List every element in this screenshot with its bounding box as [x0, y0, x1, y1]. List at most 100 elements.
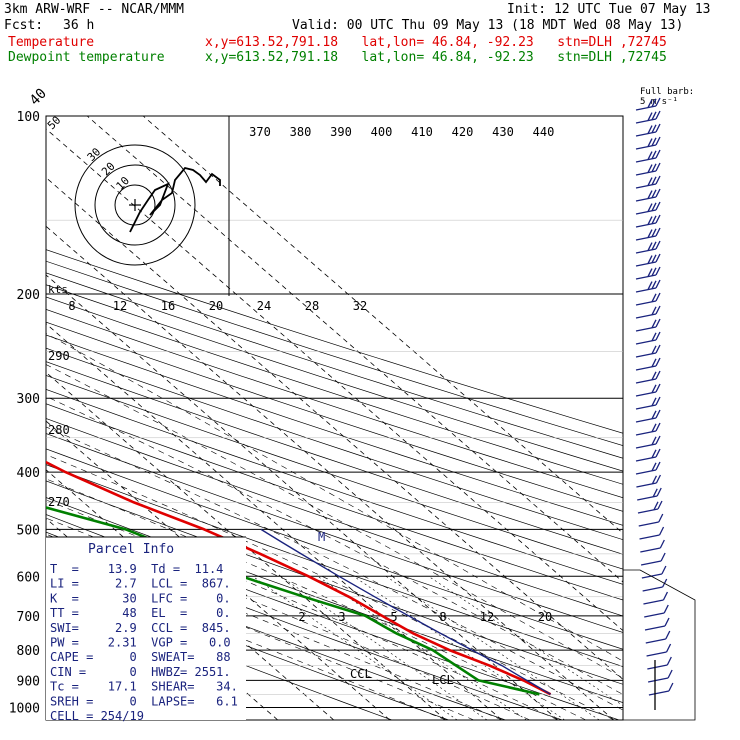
wind-barb — [651, 150, 657, 160]
wind-barb — [647, 151, 653, 160]
mixing-ratio-line — [428, 576, 623, 707]
wind-barb — [655, 97, 661, 107]
wind-barb — [655, 227, 661, 237]
parcel-info-row: CIN = 0 HWBZ= 2551. — [50, 665, 231, 679]
mixing-ratio-label: 12 — [480, 610, 494, 624]
wind-barb — [664, 617, 670, 627]
dewpoint-location: x,y=613.52,791.18 lat,lon= 46.84, -92.23… — [205, 50, 667, 65]
moist-adiabat-line — [46, 499, 558, 720]
wind-barb — [643, 599, 664, 605]
wind-barb — [651, 189, 657, 199]
wind-barb — [635, 313, 657, 319]
mixing-ratio-label: 8 — [439, 610, 446, 624]
wind-barb — [655, 188, 661, 198]
wind-barb — [656, 487, 662, 497]
dry-adiabat-line — [46, 464, 623, 667]
forecast-label: Fcst: — [4, 18, 44, 33]
wind-barb — [647, 138, 653, 147]
wind-scale-tick-label: 20 — [209, 299, 223, 313]
parcel-info-box: Parcel Info T = 13.9 Td = 11.4LI = 2.7 LC… — [46, 536, 246, 723]
dry-adiabat-line — [46, 272, 623, 459]
wind-barb — [655, 318, 661, 328]
isotherm-line — [86, 116, 623, 583]
mixing-ratio-line — [317, 576, 527, 720]
temperature-legend: Temperature — [8, 35, 95, 50]
wind-barb — [646, 651, 667, 657]
hodograph-ring — [94, 164, 176, 246]
wind-barb — [661, 565, 667, 575]
dry-adiabat-line — [46, 433, 623, 633]
hodograph-ring — [74, 144, 196, 266]
theta-e-label: 420 — [452, 125, 474, 139]
wind-barb — [651, 397, 657, 407]
wind-barb — [655, 409, 661, 419]
theta-e-label: 440 — [533, 125, 555, 139]
wind-barb — [666, 656, 672, 666]
theta-label: 280 — [48, 423, 70, 437]
isotherm-line — [46, 274, 559, 720]
mixing-ratio-label: 2 — [298, 610, 305, 624]
wind-barb — [635, 391, 657, 397]
wind-scale-tick-label: 24 — [257, 299, 271, 313]
mixing-ratio-line — [353, 576, 565, 720]
wind-barb — [651, 371, 657, 381]
pressure-tick-label: 400 — [17, 466, 40, 481]
wind-barb — [667, 669, 673, 679]
parcel-info-row: CELL = 254/19 — [50, 709, 144, 723]
wind-barb — [655, 201, 661, 211]
wind-barb — [652, 488, 658, 498]
wind-barb — [651, 462, 657, 472]
wind-barb — [655, 422, 661, 432]
hodograph-ring-label: 10 — [114, 174, 133, 193]
wind-barb — [651, 241, 657, 251]
wind-barb — [651, 254, 657, 264]
wind-barb — [651, 267, 657, 277]
dry-adiabat-line — [46, 284, 623, 472]
pressure-tick-label: 900 — [17, 674, 40, 689]
wind-barb — [635, 261, 657, 267]
dry-adiabat-line — [46, 334, 623, 526]
wind-barb — [636, 482, 657, 488]
pressure-tick-label: 600 — [17, 570, 40, 585]
wind-barb — [655, 435, 661, 445]
model-title: 3km ARW-WRF -- NCAR/MMM — [4, 2, 185, 17]
wind-barb — [655, 292, 661, 302]
dry-adiabat-line — [46, 296, 623, 485]
theta-e-label: 410 — [411, 125, 433, 139]
parcel-info-row: K = 30 LFC = 0. — [50, 591, 231, 605]
isotherm-label: 40 — [27, 86, 50, 109]
wind-barb — [658, 513, 664, 523]
wind-barb — [655, 344, 661, 354]
wind-barb — [651, 358, 657, 368]
theta-e-label: 390 — [330, 125, 352, 139]
dry-adiabat-line — [46, 448, 623, 650]
trace-annotation: CCL — [350, 667, 372, 681]
dry-adiabat-line — [46, 321, 623, 512]
parcel-info-title: Parcel Info — [88, 542, 174, 557]
wind-barb — [651, 475, 658, 485]
wind-barb — [635, 131, 657, 137]
temperature-location: x,y=613.52,791.18 lat,lon= 46.84, -92.23… — [205, 35, 667, 50]
wind-barb — [647, 164, 653, 173]
wind-barb — [635, 248, 657, 254]
parcel-info-row: CAPE = 0 SWEAT= 88 — [50, 650, 231, 664]
wind-barb — [647, 177, 653, 186]
wind-barb — [655, 279, 661, 289]
wind-barb — [635, 222, 657, 228]
wind-scale-tick-label: 12 — [113, 299, 127, 313]
wind-barb — [651, 280, 657, 290]
dry-adiabat-line — [46, 388, 623, 585]
wind-barb — [635, 196, 657, 202]
wind-barb — [665, 643, 672, 653]
isotherm-line — [46, 225, 615, 720]
parcel-info-row: TT = 48 EL = 0. — [50, 606, 231, 620]
wind-barb — [655, 357, 661, 367]
moist-adiabat-line — [46, 333, 623, 662]
moist-adiabat-line — [46, 395, 623, 695]
wind-barb — [638, 521, 659, 527]
wind-barb — [647, 99, 653, 108]
moist-adiabat-line — [46, 426, 623, 711]
parcel-info-background — [46, 537, 246, 720]
wind-barb — [663, 604, 669, 614]
wind-barb — [635, 326, 657, 332]
